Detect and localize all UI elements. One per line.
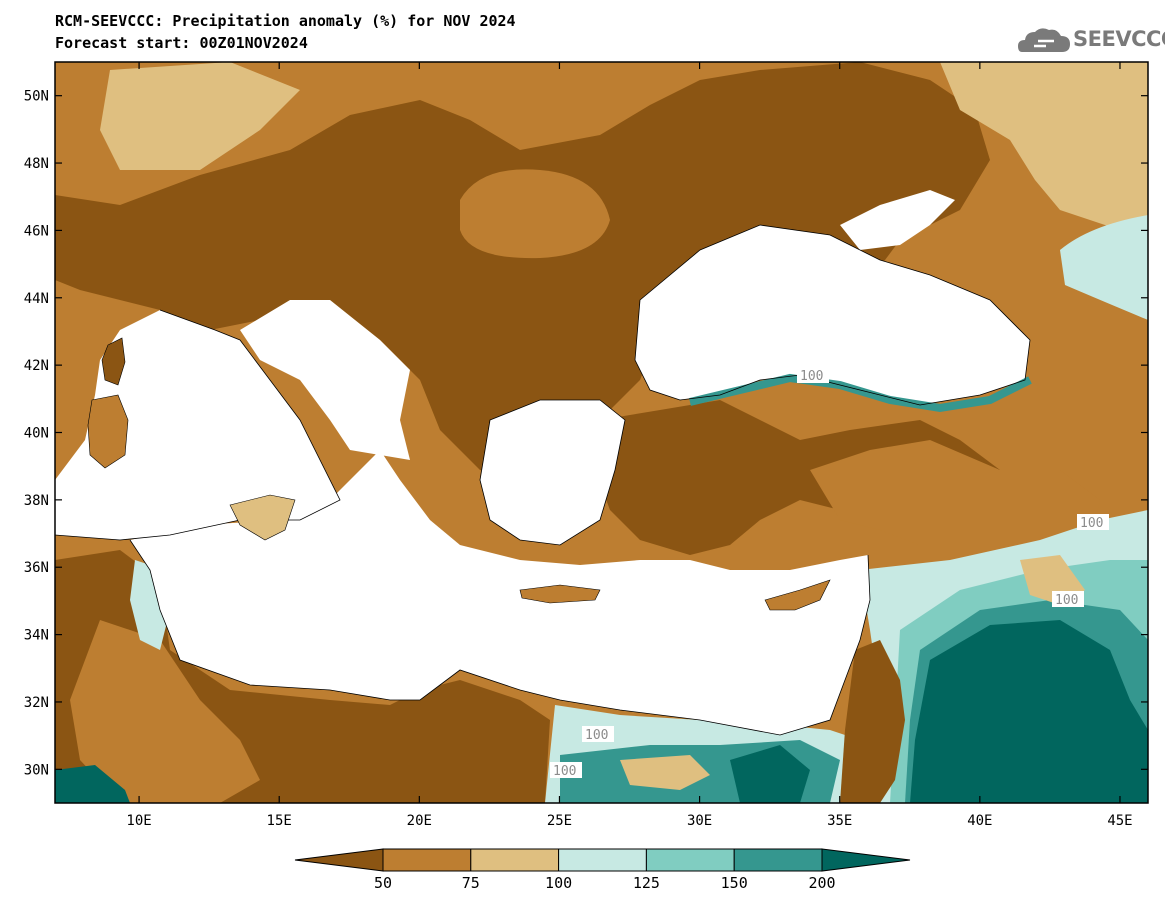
contour-label-100: 100 (553, 764, 576, 779)
lon-tick-label: 15E (267, 813, 292, 829)
colorbar-label: 200 (808, 874, 835, 892)
slightly-dry-region-north (100, 62, 300, 170)
colorbar-label: 100 (545, 874, 572, 892)
colorbar-segment (382, 848, 472, 872)
lat-tick-label: 40N (24, 426, 49, 442)
coastlines (55, 224, 1031, 736)
slightly-dry-region-northeast (940, 62, 1148, 240)
lat-tick-label: 46N (24, 223, 49, 239)
lon-tick-label: 25E (547, 813, 572, 829)
dry-region-carpathian (460, 169, 610, 259)
dry-region-jordan (840, 640, 905, 803)
contour-labels: 100 100 100 100 100 (550, 367, 1109, 779)
lat-tick-label: 50N (24, 89, 49, 105)
colorbar: 50 75 100 125 150 200 (294, 848, 911, 892)
azov-sea (840, 190, 955, 250)
corsica (101, 337, 126, 386)
slightly-wet-region-caspian (1060, 215, 1148, 320)
dry-region-turkey-east (810, 440, 1100, 545)
sicily (229, 494, 296, 541)
extremely-wet-region-iraq (910, 620, 1148, 803)
islands (87, 337, 831, 611)
aegean-sea (480, 400, 625, 545)
lon-tick-label: 20E (407, 813, 432, 829)
lat-tick-label: 38N (24, 493, 49, 509)
lat-tick-label: 34N (24, 628, 49, 644)
lon-tick-label: 10E (126, 813, 151, 829)
contour-label-100: 100 (1080, 516, 1103, 531)
colorbar-segment (645, 848, 735, 872)
logo-text: SEEVCCC (1073, 27, 1165, 51)
crete (519, 584, 601, 604)
black-sea (635, 225, 1030, 405)
extremely-wet-region-tunisia (55, 765, 130, 803)
cloud-logo-icon (1018, 28, 1070, 52)
anomaly-field (55, 62, 1148, 803)
colorbar-label: 125 (633, 874, 660, 892)
lon-tick-label: 30E (687, 813, 712, 829)
colorbar-label: 50 (374, 874, 392, 892)
forecast-start-label: Forecast start: 00Z01NOV2024 (55, 34, 308, 52)
contour-label-100: 100 (585, 728, 608, 743)
lat-tick-label: 30N (24, 762, 49, 778)
colorbar-lower-extension (294, 848, 384, 872)
colorbar-segment (470, 848, 560, 872)
contour-label-100: 100 (800, 369, 823, 384)
lon-tick-label: 45E (1107, 813, 1132, 829)
colorbar-segment (558, 848, 647, 872)
lon-tick-label: 40E (967, 813, 992, 829)
lat-tick-label: 42N (24, 358, 49, 374)
very-dry-region-europe (55, 62, 990, 470)
latitude-axis: 50N 48N 46N 44N 42N 40N 38N 36N 34N 32N 30N (24, 89, 1148, 778)
very-dry-region-anatolia (595, 400, 1000, 555)
cyprus (764, 579, 831, 611)
colorbar-segment (733, 848, 823, 872)
lat-tick-label: 48N (24, 156, 49, 172)
slightly-dry-region-egypt (620, 755, 710, 790)
map-title: RCM-SEEVCCC: Precipitation anomaly (%) f… (55, 12, 516, 30)
dry-region-libya (70, 620, 260, 803)
colorbar-upper-extension (821, 848, 911, 872)
wet-fringe-black-sea (689, 373, 1032, 413)
longitude-axis: 10E 15E 20E 25E 30E 35E 40E 45E (126, 62, 1133, 829)
colorbar-label: 150 (721, 874, 748, 892)
colorbar-label: 75 (462, 874, 480, 892)
contour-label-100: 100 (1055, 593, 1078, 608)
sardinia (87, 394, 129, 469)
lat-tick-label: 32N (24, 695, 49, 711)
extremely-wet-region-sinai (730, 745, 810, 803)
lat-tick-label: 44N (24, 291, 49, 307)
lat-tick-label: 36N (24, 560, 49, 576)
mediterranean-sea (55, 300, 870, 735)
lon-tick-label: 35E (827, 813, 852, 829)
